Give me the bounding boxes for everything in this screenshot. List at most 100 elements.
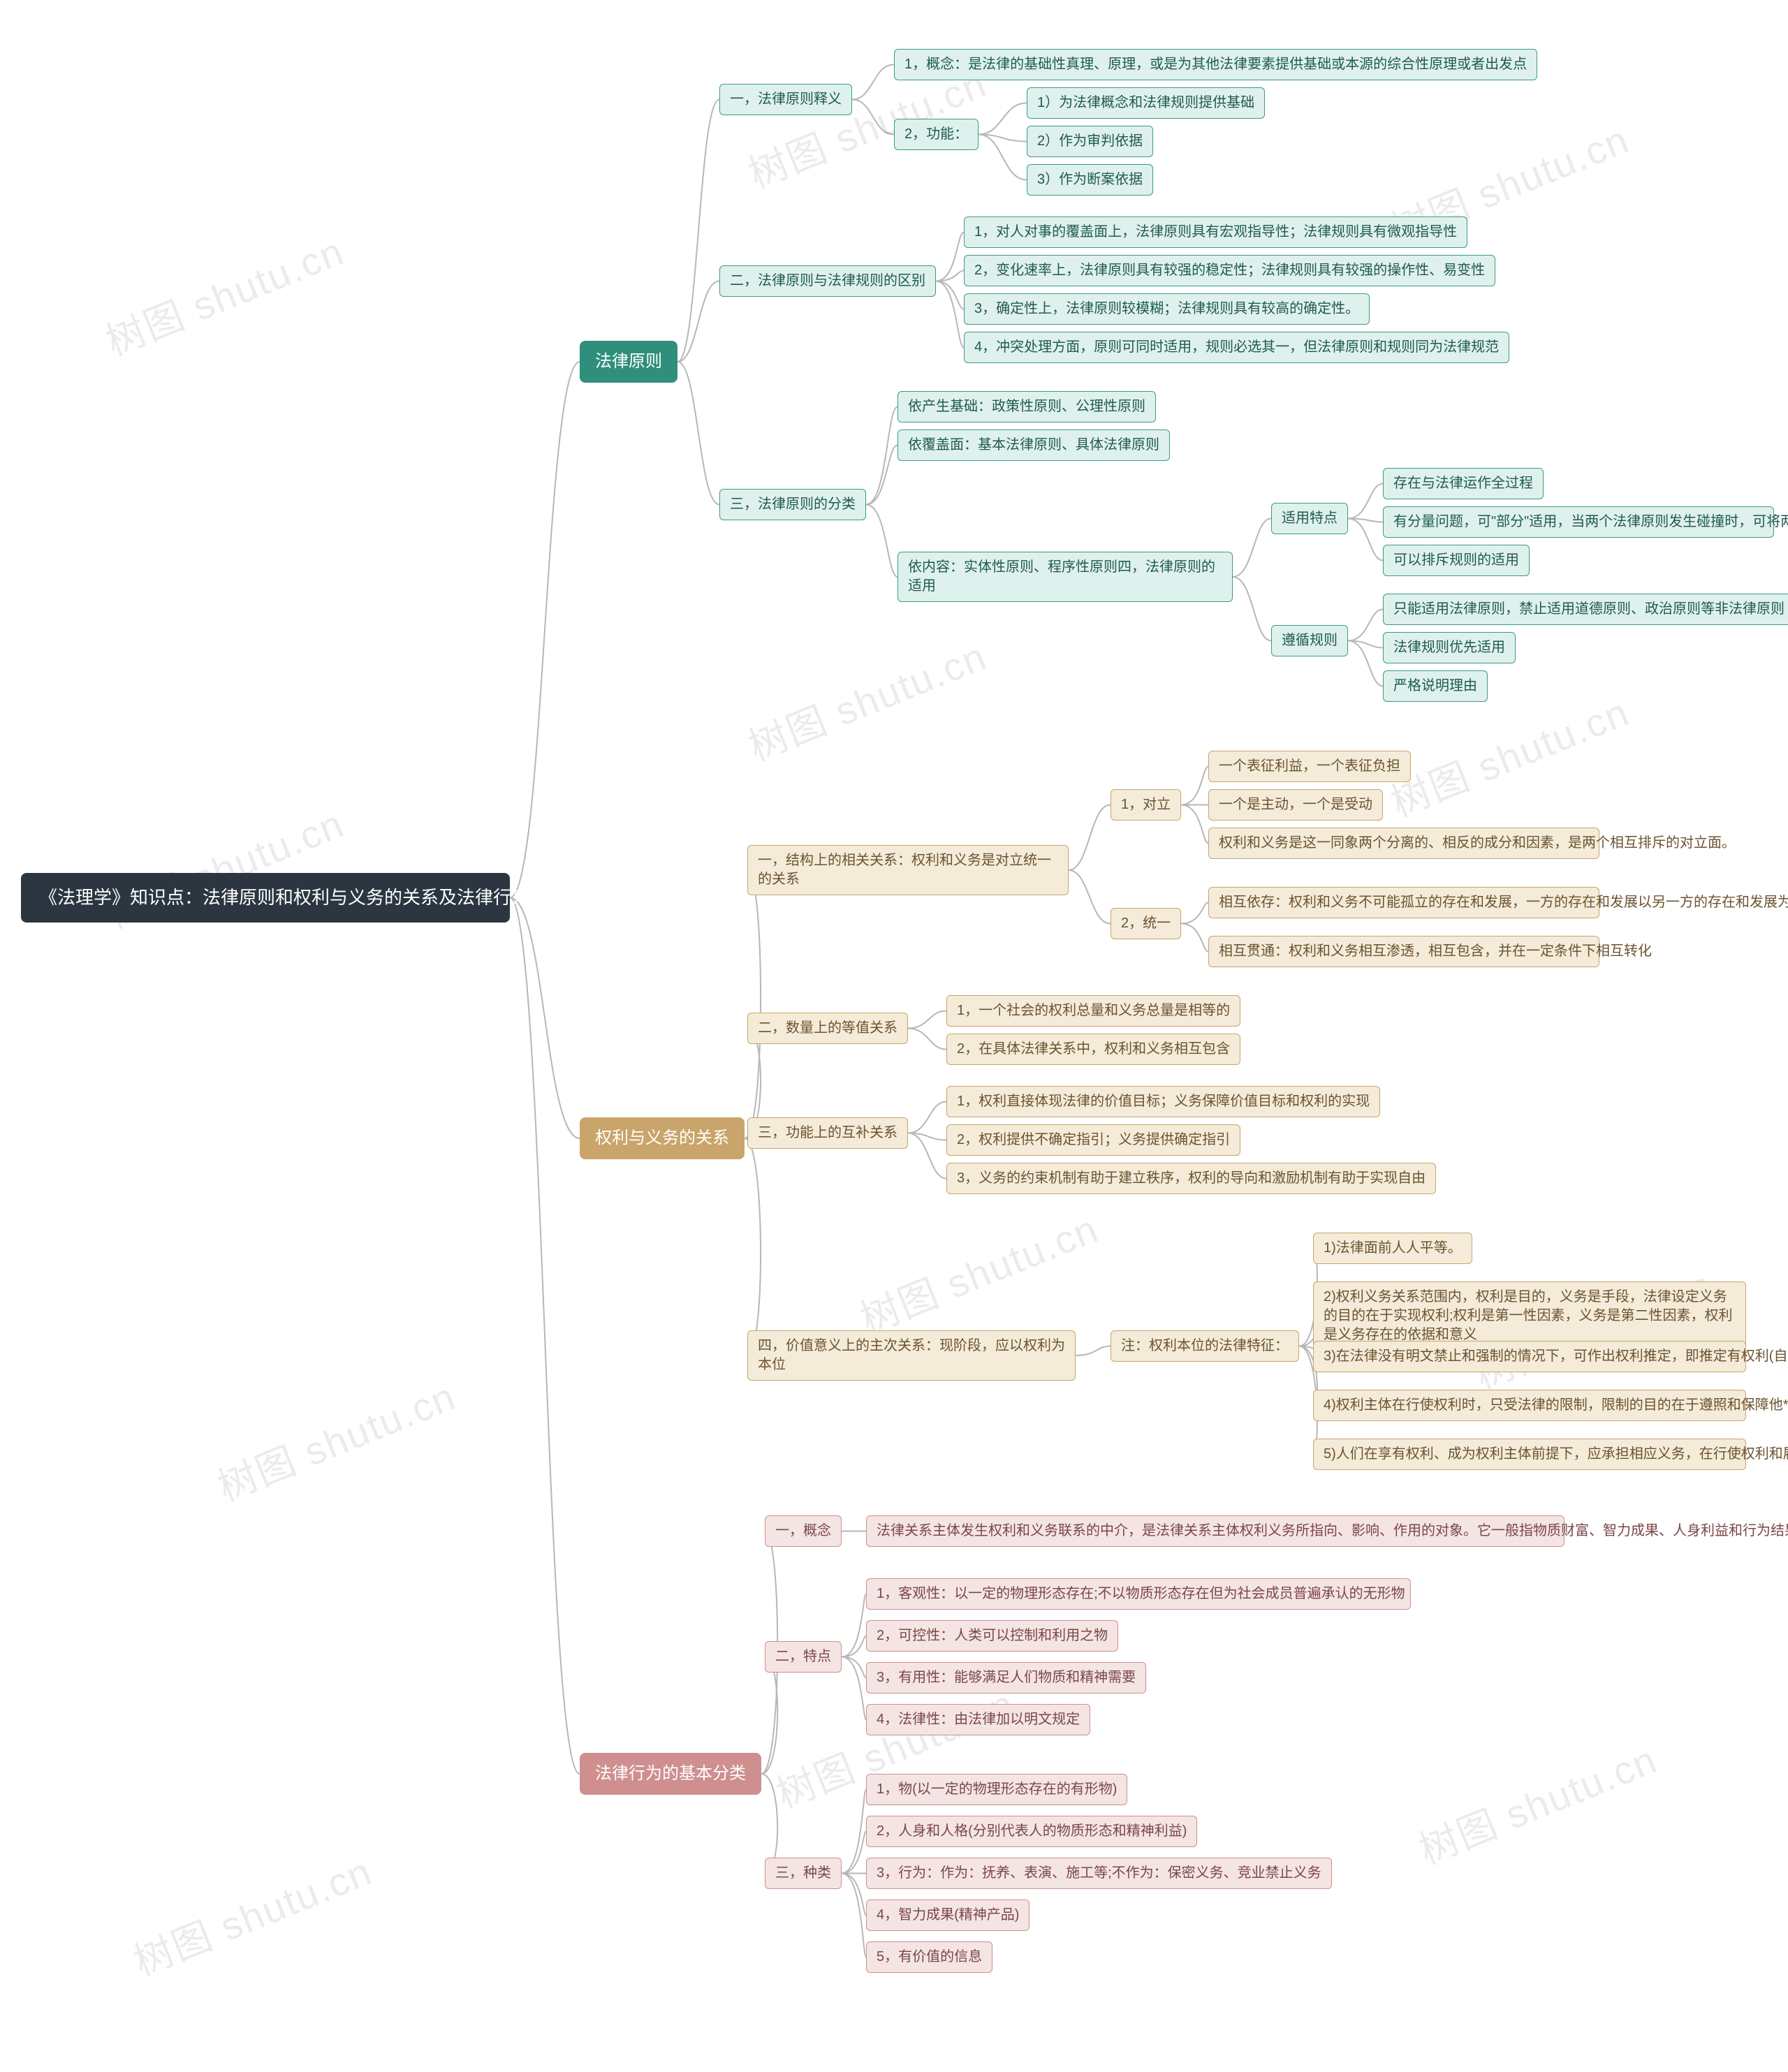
node-b1c1b3[interactable]: 3）作为断案依据 — [1027, 164, 1153, 196]
node-b2c2a[interactable]: 1，一个社会的权利总量和义务总量是相等的 — [946, 995, 1240, 1027]
edge — [979, 135, 1027, 180]
edge — [866, 505, 897, 578]
edge — [1348, 641, 1383, 648]
watermark: 树图 shutu.cn — [739, 625, 994, 772]
edge — [1069, 805, 1111, 871]
node-b1c1b2[interactable]: 2）作为审判依据 — [1027, 126, 1153, 157]
node-b1c2a[interactable]: 1，对人对事的覆盖面上，法律原则具有宏观指导性；法律规则具有微观指导性 — [964, 216, 1467, 248]
node-b1c3a[interactable]: 依产生基础：政策性原则、公理性原则 — [897, 391, 1156, 423]
edge — [936, 271, 964, 281]
node-b3c2a[interactable]: 1，客观性：以一定的物理形态存在;不以物质形态存在但为社会成员普遍承认的无形物 — [866, 1578, 1411, 1610]
node-b2c2b[interactable]: 2，在具体法律关系中，权利和义务相互包含 — [946, 1034, 1240, 1065]
node-b2c1a1[interactable]: 一个表征利益，一个表征负担 — [1208, 751, 1411, 782]
watermark: 树图 shutu.cn — [96, 220, 351, 367]
node-b1c3c1a[interactable]: 存在与法律运作全过程 — [1383, 468, 1544, 499]
node-b1c1b[interactable]: 2，功能： — [894, 119, 979, 150]
node-b1c3b[interactable]: 依覆盖面：基本法律原则、具体法律原则 — [897, 429, 1170, 461]
edge — [866, 446, 897, 505]
edge — [1181, 924, 1208, 952]
node-b3c3b[interactable]: 2，人身和人格(分别代表人的物质形态和精神利益) — [866, 1816, 1197, 1847]
edge — [842, 1636, 866, 1657]
node-b1c3[interactable]: 三，法律原则的分类 — [719, 489, 866, 520]
node-b2[interactable]: 权利与义务的关系 — [580, 1117, 745, 1159]
node-b2c4n4[interactable]: 4)权利主体在行使权利时，只受法律的限制，限制的目的在于遵照和保障他****利 — [1313, 1390, 1746, 1421]
node-b3c2d[interactable]: 4，法律性：由法律加以明文规定 — [866, 1704, 1090, 1735]
node-b1c3c1b[interactable]: 有分量问题，可"部分"适用，当两个法律原则发生碰撞时，可将两个法律原则不同程度的… — [1383, 506, 1774, 538]
edge — [1348, 641, 1383, 686]
node-b2c1a2[interactable]: 一个是主动，一个是受动 — [1208, 789, 1383, 821]
node-b2c3c[interactable]: 3，义务的约束机制有助于建立秩序，权利的导向和激励机制有助于实现自由 — [946, 1163, 1436, 1194]
node-b1c2c[interactable]: 3，确定性上，法律原则较模糊；法律规则具有较高的确定性。 — [964, 293, 1370, 325]
node-b2c2[interactable]: 二，数量上的等值关系 — [747, 1013, 908, 1044]
node-b2c1b2[interactable]: 相互贯通：权利和义务相互渗透，相互包含，并在一定条件下相互转化 — [1208, 936, 1599, 967]
node-b2c3[interactable]: 三，功能上的互补关系 — [747, 1117, 908, 1149]
edge — [936, 281, 964, 348]
node-b2c4n5[interactable]: 5)人们在享有权利、成为权利主体前提下，应承担相应义务，在行使权利和履行义务的实… — [1313, 1439, 1746, 1470]
mindmap-canvas: 树图 shutu.cn 树图 shutu.cn 树图 shutu.cn 树图 shut… — [0, 0, 1788, 2072]
edge — [908, 1029, 946, 1050]
edge — [936, 281, 964, 309]
node-b1c1a[interactable]: 1，概念：是法律的基础性真理、原理，或是为其他法律要素提供基础或本源的综合性原理… — [894, 49, 1537, 80]
node-b2c1a[interactable]: 1，对立 — [1111, 789, 1181, 821]
node-b1[interactable]: 法律原则 — [580, 341, 677, 383]
node-b3c2[interactable]: 二，特点 — [765, 1641, 842, 1673]
node-b1c3c1[interactable]: 适用特点 — [1271, 503, 1348, 534]
node-b2c1a3[interactable]: 权利和义务是这一同象两个分离的、相反的成分和因素，是两个相互排斥的对立面。 — [1208, 828, 1599, 859]
edge — [510, 898, 580, 1775]
edge — [852, 100, 894, 135]
edge — [842, 1790, 866, 1874]
watermark: 树图 shutu.cn — [851, 1198, 1106, 1344]
edge — [510, 362, 580, 898]
edge — [908, 1133, 946, 1140]
edge — [677, 100, 719, 362]
edge — [908, 1102, 946, 1133]
edge — [1069, 870, 1111, 924]
node-b3c2b[interactable]: 2，可控性：人类可以控制和利用之物 — [866, 1620, 1118, 1652]
node-b2c1b[interactable]: 2，统一 — [1111, 908, 1181, 939]
node-b1c3c2b[interactable]: 法律规则优先适用 — [1383, 632, 1516, 663]
node-b2c4n3[interactable]: 3)在法律没有明文禁止和强制的情况下，可作出权利推定，即推定有权利(自由)去作为… — [1313, 1341, 1746, 1372]
node-b1c2b[interactable]: 2，变化速率上，法律原则具有较强的稳定性；法律规则具有较强的操作性、易变性 — [964, 255, 1495, 286]
node-b1c3c[interactable]: 依内容：实体性原则、程序性原则四，法律原则的适用 — [897, 552, 1233, 602]
node-b1c1b1[interactable]: 1）为法律概念和法律规则提供基础 — [1027, 87, 1265, 119]
node-b1c3c2c[interactable]: 严格说明理由 — [1383, 670, 1488, 702]
node-b1c3c2[interactable]: 遵循规则 — [1271, 625, 1348, 656]
node-b3c3a[interactable]: 1，物(以一定的物理形态存在的有形物) — [866, 1774, 1127, 1805]
node-b3c3c[interactable]: 3，行为：作为：抚养、表演、施工等;不作为：保密义务、竞业禁止义务 — [866, 1858, 1332, 1889]
node-b1c3c1c[interactable]: 可以排斥规则的适用 — [1383, 545, 1530, 576]
node-b2c1b1[interactable]: 相互依存：权利和义务不可能孤立的存在和发展，一方的存在和发展以另一方的存在和发展… — [1208, 887, 1599, 918]
node-b3[interactable]: 法律行为的基本分类 — [580, 1753, 761, 1795]
edge — [1233, 519, 1271, 578]
node-b2c3a[interactable]: 1，权利直接体现法律的价值目标；义务保障价值目标和权利的实现 — [946, 1086, 1380, 1117]
node-b1c2[interactable]: 二，法律原则与法律规则的区别 — [719, 265, 936, 297]
node-b2c4[interactable]: 四，价值意义上的主次关系：现阶段，应以权利为本位 — [747, 1330, 1076, 1381]
node-b3c1[interactable]: 一，概念 — [765, 1515, 842, 1547]
node-root[interactable]: 《法理学》知识点：法律原则和权利与义务的关系及法律行为 — [21, 873, 510, 923]
node-b3c2c[interactable]: 3，有用性：能够满足人们物质和精神需要 — [866, 1662, 1146, 1693]
node-b2c4n1[interactable]: 1)法律面前人人平等。 — [1313, 1233, 1472, 1264]
node-b1c1[interactable]: 一，法律原则释义 — [719, 84, 852, 115]
edge — [852, 65, 894, 100]
node-b1c3c2a[interactable]: 只能适用法律原则，禁止适用道德原则、政治原则等非法律原则 — [1383, 594, 1788, 625]
edge — [1181, 805, 1208, 844]
edge — [761, 1657, 777, 1775]
watermark: 树图 shutu.cn — [1409, 1728, 1664, 1875]
edge — [1076, 1346, 1111, 1356]
edge — [842, 1874, 866, 1916]
node-b3c3d[interactable]: 4，智力成果(精神产品) — [866, 1900, 1029, 1931]
node-b2c1[interactable]: 一，结构上的相关关系：权利和义务是对立统一的关系 — [747, 845, 1069, 895]
node-b3c3[interactable]: 三，种类 — [765, 1858, 842, 1889]
edge — [745, 870, 761, 1138]
edge — [677, 281, 719, 362]
watermark: 树图 shutu.cn — [1382, 681, 1636, 828]
edge — [1348, 519, 1383, 522]
edge — [745, 1138, 761, 1355]
edge — [908, 1133, 946, 1179]
node-b1c2d[interactable]: 4，冲突处理方面，原则可同时适用，规则必选其一，但法律原则和规则同为法律规范 — [964, 332, 1509, 363]
node-b2c3b[interactable]: 2，权利提供不确定指引；义务提供确定指引 — [946, 1124, 1240, 1156]
node-b2c4n[interactable]: 注：权利本位的法律特征： — [1111, 1330, 1299, 1362]
node-b3c1a[interactable]: 法律关系主体发生权利和义务联系的中介，是法律关系主体权利义务所指向、影响、作用的… — [866, 1515, 1564, 1547]
node-b3c3e[interactable]: 5，有价值的信息 — [866, 1941, 992, 1973]
edge — [936, 233, 964, 281]
edge — [677, 362, 719, 505]
